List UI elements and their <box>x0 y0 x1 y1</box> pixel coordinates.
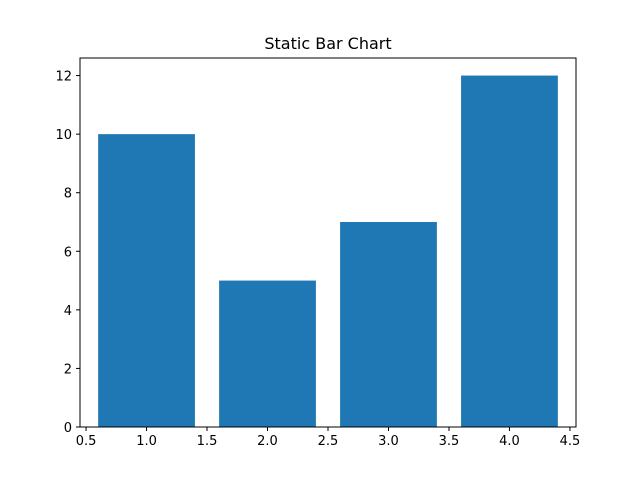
chart-title: Static Bar Chart <box>264 34 391 53</box>
x-tick-label: 2.5 <box>318 434 339 449</box>
x-tick-label: 3.0 <box>378 434 399 449</box>
bar <box>219 280 316 427</box>
y-tick-label: 0 <box>64 421 72 436</box>
y-tick-label: 8 <box>64 187 72 202</box>
axes-frame <box>79 57 577 428</box>
plot-area: 0.5 1.0 1.5 2.0 2.5 3.0 3.5 4.0 4.5 0 2 4 6 8 10 12 <box>55 57 581 449</box>
x-tick-label: 3.5 <box>439 434 460 449</box>
x-tick-label: 1.5 <box>197 434 218 449</box>
bars-group <box>98 75 558 427</box>
x-tick-label: 4.0 <box>499 434 520 449</box>
y-tick-label: 6 <box>64 245 72 260</box>
x-tick-label: 0.5 <box>76 434 97 449</box>
y-tick-label: 2 <box>64 362 72 377</box>
y-tick-label: 12 <box>55 70 72 85</box>
bar <box>98 134 195 427</box>
bar <box>461 75 558 427</box>
x-tick-label: 2.0 <box>257 434 278 449</box>
x-tick-label: 4.5 <box>560 434 581 449</box>
y-tick-label: 10 <box>55 128 72 143</box>
y-axis-ticks: 0 2 4 6 8 10 12 <box>55 70 80 436</box>
x-axis-ticks: 0.5 1.0 1.5 2.0 2.5 3.0 3.5 4.0 4.5 <box>76 427 581 449</box>
y-tick-label: 4 <box>64 304 72 319</box>
bar <box>340 222 437 427</box>
x-tick-label: 1.0 <box>136 434 157 449</box>
